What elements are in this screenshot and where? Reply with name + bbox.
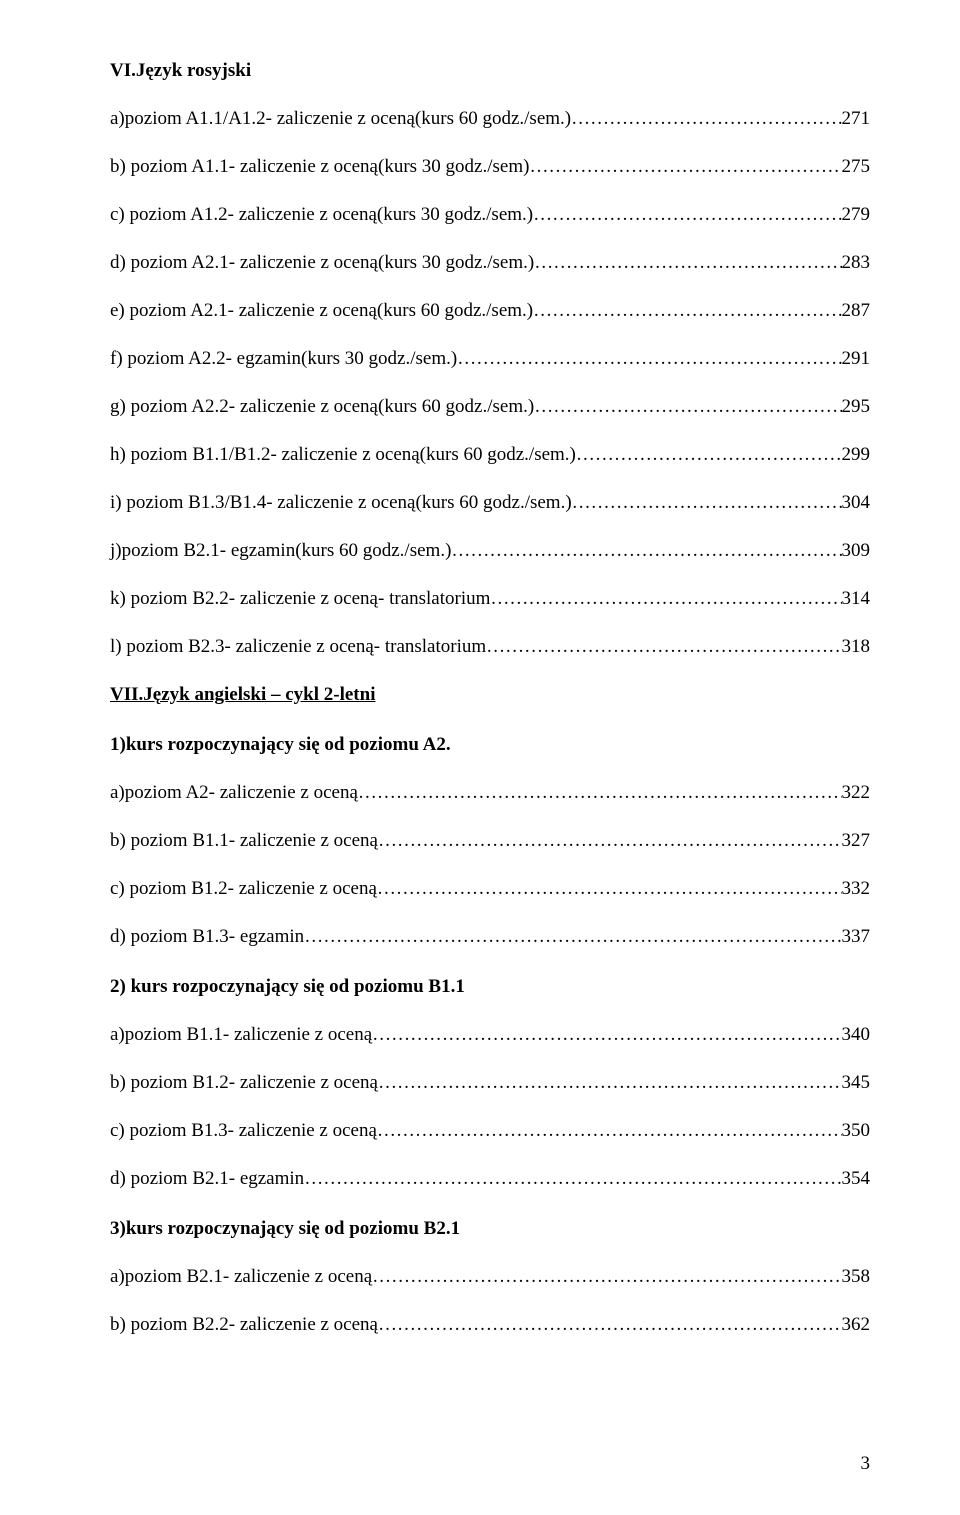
toc-page: 279: [842, 204, 871, 226]
toc-label: g) poziom A2.2- zaliczenie z oceną(kurs …: [110, 396, 534, 418]
toc-line: b) poziom A1.1- zaliczenie z oceną(kurs …: [110, 156, 870, 178]
toc-label: c) poziom B1.2- zaliczenie z oceną: [110, 878, 377, 900]
toc-dots: ……………………………………………………………………………………………………………: [457, 348, 841, 370]
section7-sub1-title: 1)kurs rozpoczynający się od poziomu A2.: [110, 734, 870, 756]
toc-page: 340: [842, 1024, 871, 1046]
toc-page: 271: [842, 108, 871, 130]
toc-dots: ……………………………………………………………………………………………………………: [377, 878, 842, 900]
toc-page: 354: [842, 1168, 871, 1190]
toc-label: k) poziom B2.2- zaliczenie z oceną- tran…: [110, 588, 490, 610]
section6-heading: VI.Język rosyjski: [110, 60, 870, 82]
toc-line: e) poziom A2.1- zaliczenie z oceną(kurs …: [110, 300, 870, 322]
toc-dots: ……………………………………………………………………………………………………………: [451, 540, 841, 562]
toc-dots: ……………………………………………………………………………………………………………: [533, 300, 841, 322]
toc-page: 314: [842, 588, 871, 610]
toc-dots: ……………………………………………………………………………………………………………: [534, 252, 841, 274]
toc-label: d) poziom B2.1- egzamin: [110, 1168, 304, 1190]
toc-label: b) poziom A1.1- zaliczenie z oceną(kurs …: [110, 156, 529, 178]
toc-line: c) poziom B1.2- zaliczenie z oceną ………………: [110, 878, 870, 900]
toc-page: 337: [842, 926, 871, 948]
toc-label: d) poziom B1.3- egzamin: [110, 926, 304, 948]
toc-dots: ……………………………………………………………………………………………………………: [377, 1120, 842, 1142]
toc-label: f) poziom A2.2- egzamin(kurs 30 godz./se…: [110, 348, 457, 370]
toc-line: f) poziom A2.2- egzamin(kurs 30 godz./se…: [110, 348, 870, 370]
toc-line: b) poziom B1.2- zaliczenie z oceną ………………: [110, 1072, 870, 1094]
toc-page: 345: [842, 1072, 871, 1094]
toc-label: i) poziom B1.3/B1.4- zaliczenie z oceną(…: [110, 492, 572, 514]
toc-dots: ……………………………………………………………………………………………………………: [372, 1024, 841, 1046]
toc-line: k) poziom B2.2- zaliczenie z oceną- tran…: [110, 588, 870, 610]
toc-dots: ……………………………………………………………………………………………………………: [378, 830, 842, 852]
toc-label: j)poziom B2.1- egzamin(kurs 60 godz./sem…: [110, 540, 451, 562]
toc-dots: ……………………………………………………………………………………………………………: [490, 588, 841, 610]
toc-line: h) poziom B1.1/B1.2- zaliczenie z oceną(…: [110, 444, 870, 466]
section7-sub2-title: 2) kurs rozpoczynający się od poziomu B1…: [110, 976, 870, 998]
toc-label: d) poziom A2.1- zaliczenie z oceną(kurs …: [110, 252, 534, 274]
toc-label: b) poziom B1.1- zaliczenie z oceną: [110, 830, 378, 852]
toc-page: 332: [842, 878, 871, 900]
toc-label: b) poziom B1.2- zaliczenie z oceną: [110, 1072, 378, 1094]
toc-line: a)poziom A2- zaliczenie z oceną ………………………: [110, 782, 870, 804]
toc-line: c) poziom B1.3- zaliczenie z oceną ………………: [110, 1120, 870, 1142]
toc-dots: ……………………………………………………………………………………………………………: [304, 1168, 841, 1190]
toc-line: d) poziom B2.1- egzamin ……………………………………………: [110, 1168, 870, 1190]
toc-page: 318: [842, 636, 871, 658]
toc-dots: ……………………………………………………………………………………………………………: [571, 108, 841, 130]
toc-page: 283: [842, 252, 871, 274]
toc-dots: ……………………………………………………………………………………………………………: [372, 1266, 841, 1288]
toc-dots: ……………………………………………………………………………………………………………: [378, 1072, 842, 1094]
toc-line: a)poziom B1.1- zaliczenie z oceną …………………: [110, 1024, 870, 1046]
toc-line: i) poziom B1.3/B1.4- zaliczenie z oceną(…: [110, 492, 870, 514]
toc-line: b) poziom B2.2- zaliczenie z oceną ………………: [110, 1314, 870, 1336]
toc-dots: ……………………………………………………………………………………………………………: [534, 396, 841, 418]
toc-label: b) poziom B2.2- zaliczenie z oceną: [110, 1314, 378, 1336]
toc-page: 327: [842, 830, 871, 852]
section7-sub3-title: 3)kurs rozpoczynający się od poziomu B2.…: [110, 1218, 870, 1240]
toc-label: l) poziom B2.3- zaliczenie z oceną- tran…: [110, 636, 486, 658]
toc-dots: ……………………………………………………………………………………………………………: [533, 204, 841, 226]
toc-page: 362: [842, 1314, 871, 1336]
toc-page: 291: [842, 348, 871, 370]
toc-page: 304: [842, 492, 871, 514]
toc-dots: ……………………………………………………………………………………………………………: [576, 444, 842, 466]
toc-label: a)poziom A2- zaliczenie z oceną: [110, 782, 358, 804]
toc-dots: ……………………………………………………………………………………………………………: [486, 636, 841, 658]
toc-label: e) poziom A2.1- zaliczenie z oceną(kurs …: [110, 300, 533, 322]
toc-label: a)poziom B1.1- zaliczenie z oceną: [110, 1024, 372, 1046]
toc-line: g) poziom A2.2- zaliczenie z oceną(kurs …: [110, 396, 870, 418]
toc-label: h) poziom B1.1/B1.2- zaliczenie z oceną(…: [110, 444, 576, 466]
toc-dots: ……………………………………………………………………………………………………………: [378, 1314, 842, 1336]
toc-line: d) poziom B1.3- egzamin ……………………………………………: [110, 926, 870, 948]
toc-line: a)poziom B2.1- zaliczenie z oceną …………………: [110, 1266, 870, 1288]
section7-heading: VII.Język angielski – cykl 2-letni: [110, 684, 870, 706]
toc-label: c) poziom B1.3- zaliczenie z oceną: [110, 1120, 377, 1142]
toc-line: c) poziom A1.2- zaliczenie z oceną(kurs …: [110, 204, 870, 226]
toc-line: b) poziom B1.1- zaliczenie z oceną ………………: [110, 830, 870, 852]
page-number: 3: [861, 1453, 871, 1475]
toc-dots: ……………………………………………………………………………………………………………: [304, 926, 841, 948]
toc-page: 299: [842, 444, 871, 466]
toc-line: d) poziom A2.1- zaliczenie z oceną(kurs …: [110, 252, 870, 274]
toc-page: 275: [842, 156, 871, 178]
toc-line: l) poziom B2.3- zaliczenie z oceną- tran…: [110, 636, 870, 658]
document-page: VI.Język rosyjski a)poziom A1.1/A1.2- za…: [0, 0, 960, 1515]
toc-page: 350: [842, 1120, 871, 1142]
toc-page: 287: [842, 300, 871, 322]
toc-dots: ……………………………………………………………………………………………………………: [358, 782, 842, 804]
toc-line: a)poziom A1.1/A1.2- zaliczenie z oceną(k…: [110, 108, 870, 130]
toc-dots: ……………………………………………………………………………………………………………: [529, 156, 841, 178]
toc-dots: ……………………………………………………………………………………………………………: [572, 492, 842, 514]
toc-label: a)poziom A1.1/A1.2- zaliczenie z oceną(k…: [110, 108, 571, 130]
toc-label: a)poziom B2.1- zaliczenie z oceną: [110, 1266, 372, 1288]
toc-page: 309: [842, 540, 871, 562]
toc-line: j)poziom B2.1- egzamin(kurs 60 godz./sem…: [110, 540, 870, 562]
toc-page: 358: [842, 1266, 871, 1288]
toc-label: c) poziom A1.2- zaliczenie z oceną(kurs …: [110, 204, 533, 226]
toc-page: 295: [842, 396, 871, 418]
toc-page: 322: [842, 782, 871, 804]
